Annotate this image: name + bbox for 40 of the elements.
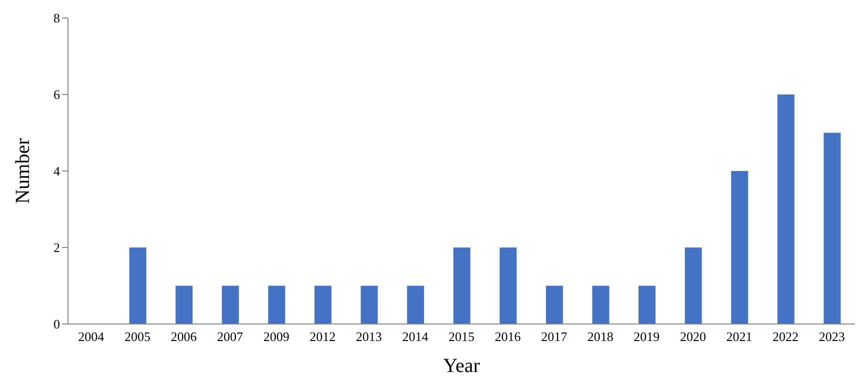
x-tick-label: 2018	[587, 329, 614, 344]
x-tick-label: 2021	[726, 329, 752, 344]
x-tick-label: 2023	[818, 329, 845, 344]
x-tick-label: 2007	[217, 329, 244, 344]
x-axis-title: Year	[443, 355, 480, 377]
bar	[453, 248, 470, 324]
y-axis-title: Number	[12, 138, 34, 204]
x-tick-label: 2014	[402, 329, 429, 344]
x-tick-label: 2012	[310, 329, 336, 344]
x-tick-label: 2015	[448, 329, 474, 344]
bar	[407, 286, 424, 324]
bar	[500, 248, 517, 324]
x-tick-label: 2013	[356, 329, 382, 344]
bar	[638, 286, 656, 324]
bar	[546, 286, 563, 324]
bar	[129, 248, 146, 324]
bar	[222, 286, 239, 324]
bar	[731, 171, 748, 324]
bar	[684, 248, 702, 324]
y-tick-label: 4	[54, 164, 60, 179]
y-tick-label: 2	[54, 240, 60, 256]
x-tick-label: 2004	[78, 329, 105, 344]
x-tick-label: 2017	[541, 329, 568, 344]
y-tick-label: 6	[54, 87, 60, 102]
x-tick-label: 2006	[170, 329, 198, 344]
x-tick-label: 2022	[772, 329, 799, 344]
y-tick-label: 8	[54, 10, 60, 26]
x-tick-label: 2020	[680, 329, 706, 344]
x-tick-label: 2019	[634, 329, 660, 344]
bar	[314, 286, 332, 324]
x-tick-label: 2005	[124, 329, 150, 344]
bar	[268, 286, 286, 324]
x-tick-label: 2016	[494, 329, 522, 344]
x-tick-label: 2009	[263, 329, 290, 344]
bar	[592, 286, 610, 324]
y-tick-label: 0	[54, 316, 60, 332]
bar	[176, 286, 193, 324]
bar	[360, 286, 378, 324]
bar	[777, 94, 794, 324]
bar	[824, 132, 841, 324]
